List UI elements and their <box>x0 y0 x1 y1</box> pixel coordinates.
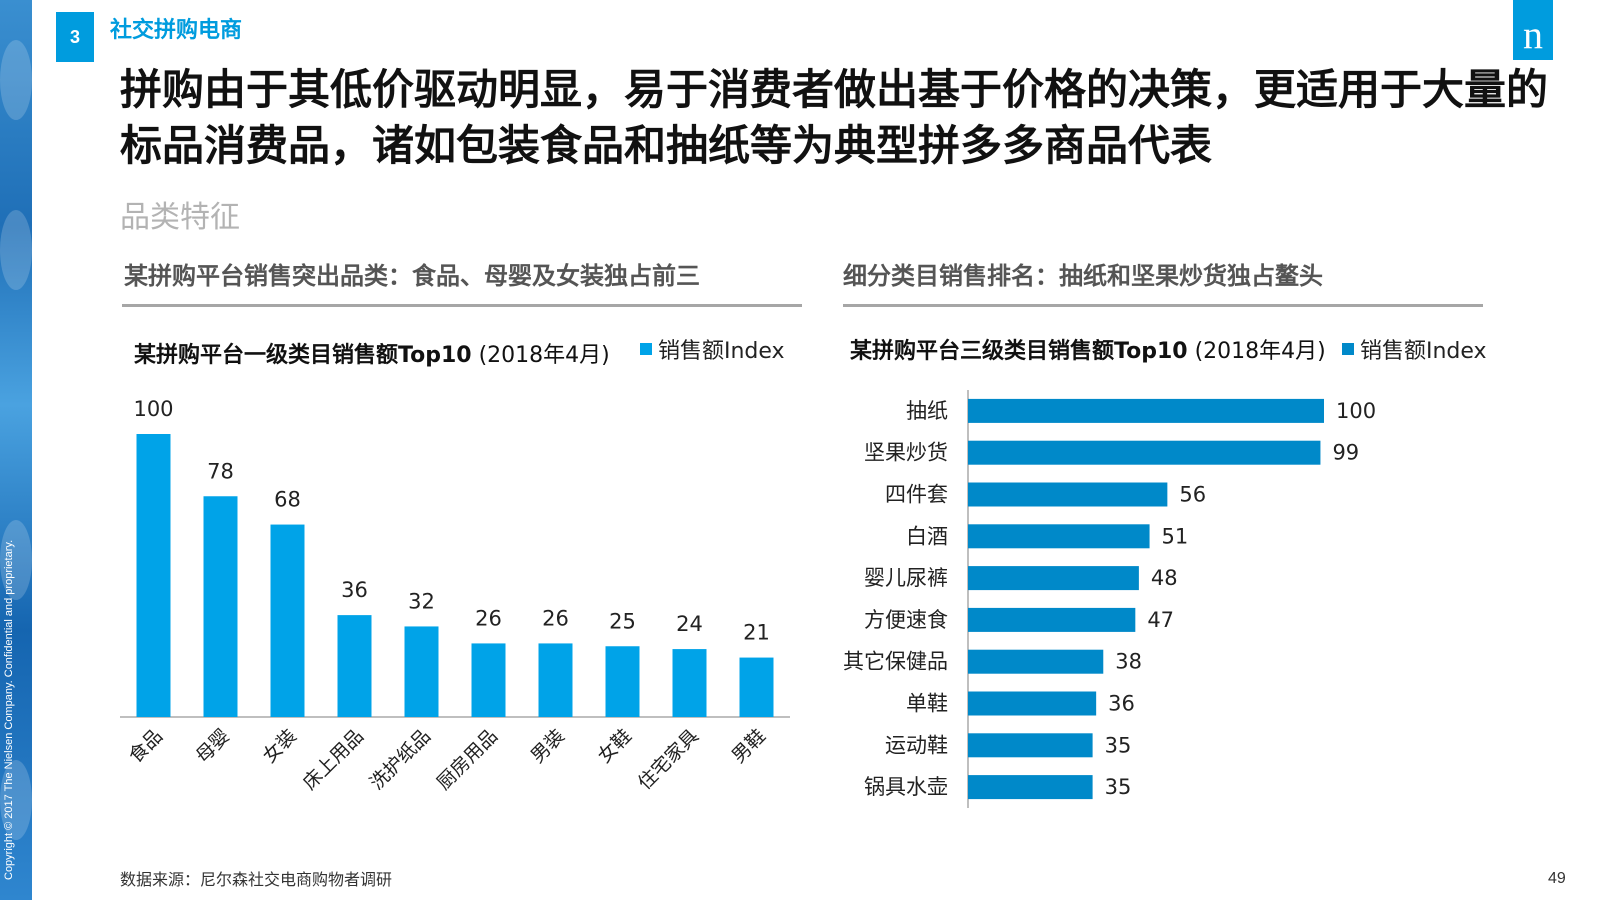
data-label: 36 <box>1108 692 1135 716</box>
data-label: 100 <box>133 397 173 421</box>
bar <box>739 657 774 717</box>
x-tick-label: 女装 <box>259 725 301 767</box>
bar <box>968 775 1093 800</box>
right-bar-chart: 100 抽纸 99 坚果炒货 56 四件套 51 白酒 48 婴儿尿裤 47 方便速食 38 其它保健品 3… <box>843 390 1376 808</box>
wave-decoration <box>0 40 32 120</box>
y-tick-label: 其它保健品 <box>843 650 948 674</box>
y-tick-label: 四件套 <box>885 483 948 507</box>
bar <box>968 524 1150 549</box>
data-label: 38 <box>1115 650 1142 674</box>
data-label: 68 <box>274 488 301 512</box>
copyright-text: Copyright © 2017 The Nielsen Company. Co… <box>3 539 15 880</box>
bar <box>968 649 1104 674</box>
x-tick-label: 母婴 <box>192 725 234 767</box>
data-label: 56 <box>1179 483 1206 507</box>
bar <box>968 733 1093 758</box>
data-label: 99 <box>1332 441 1359 465</box>
x-tick-label: 洗护纸品 <box>366 725 435 794</box>
y-tick-label: 白酒 <box>906 524 948 548</box>
y-tick-label: 方便速食 <box>864 608 948 632</box>
data-label: 78 <box>207 459 234 483</box>
data-label: 26 <box>475 606 502 630</box>
y-tick-label: 运动鞋 <box>885 733 948 757</box>
right-panel-divider <box>843 304 1483 307</box>
wave-decoration <box>0 760 32 840</box>
y-tick-label: 婴儿尿裤 <box>864 566 948 590</box>
left-chart-legend: 销售额Index <box>640 333 785 365</box>
data-source-note: 数据来源：尼尔森社交电商购物者调研 <box>120 870 393 889</box>
bar <box>968 691 1097 716</box>
bar <box>968 482 1168 507</box>
bar <box>136 434 171 717</box>
legend-swatch <box>1342 343 1354 355</box>
nielsen-logo: n <box>1513 0 1553 60</box>
section-number-badge: 3 <box>56 12 94 62</box>
data-label: 51 <box>1162 524 1189 548</box>
x-tick-label: 女鞋 <box>594 725 636 767</box>
left-panel-title: 某拼购平台销售突出品类：食品、母婴及女装独占前三 <box>124 262 700 290</box>
x-tick-label: 男装 <box>527 725 569 767</box>
y-tick-label: 坚果炒货 <box>864 441 948 465</box>
data-label: 100 <box>1336 399 1376 423</box>
bar <box>968 398 1324 423</box>
left-chart-title-bold: 某拼购平台一级类目销售额Top10 <box>134 343 472 368</box>
side-decoration-strip <box>0 0 32 900</box>
bar <box>968 607 1136 632</box>
bar <box>605 646 640 717</box>
wave-decoration <box>0 520 32 600</box>
x-tick-label: 住宅家具 <box>634 725 703 794</box>
page-headline: 拼购由于其低价驱动明显，易于消费者做出基于价格的决策，更适用于大量的标品消费品，… <box>120 65 1549 170</box>
left-chart-title-date: (2018年4月) <box>471 343 610 368</box>
left-panel-divider <box>122 304 802 307</box>
data-label: 35 <box>1105 733 1132 757</box>
data-label: 26 <box>542 606 569 630</box>
bar <box>968 440 1321 465</box>
data-label: 21 <box>743 621 770 645</box>
right-panel-title: 细分类目销售排名：抽纸和坚果炒货独占鳌头 <box>843 262 1323 290</box>
bar <box>471 643 506 717</box>
bar <box>538 643 573 717</box>
right-chart-title-bold: 某拼购平台三级类目销售额Top10 <box>850 339 1188 364</box>
y-tick-label: 单鞋 <box>906 692 948 716</box>
y-tick-label: 抽纸 <box>906 399 948 423</box>
right-chart-title: 某拼购平台三级类目销售额Top10 (2018年4月) <box>850 333 1326 365</box>
bar <box>203 496 238 717</box>
x-tick-label: 食品 <box>125 725 167 767</box>
data-label: 25 <box>609 609 636 633</box>
bar <box>337 615 372 717</box>
data-label: 47 <box>1147 608 1174 632</box>
wave-decoration <box>0 210 32 290</box>
left-chart-title: 某拼购平台一级类目销售额Top10 (2018年4月) <box>134 337 610 369</box>
bar <box>404 626 439 717</box>
x-tick-label: 厨房用品 <box>433 725 502 794</box>
data-label: 24 <box>676 612 703 636</box>
data-label: 35 <box>1105 775 1132 799</box>
bar <box>270 524 305 717</box>
left-legend-label: 销售额Index <box>658 339 785 364</box>
left-bar-chart: 100 食品 78 母婴 68 女装 36 床上用品 32 洗护纸品 26 厨房用品 26 男装 25 女鞋 2… <box>120 397 790 794</box>
bar <box>672 649 707 717</box>
page-number: 49 <box>1548 870 1566 887</box>
data-label: 48 <box>1151 566 1178 590</box>
section-title: 社交拼购电商 <box>110 18 243 43</box>
data-label: 36 <box>341 578 368 602</box>
right-legend-label: 销售额Index <box>1360 339 1487 364</box>
page-subhead: 品类特征 <box>120 200 240 235</box>
x-tick-label: 床上用品 <box>299 725 368 794</box>
data-label: 32 <box>408 589 435 613</box>
bar <box>968 566 1139 591</box>
right-chart-title-date: (2018年4月) <box>1187 339 1326 364</box>
legend-swatch <box>640 343 652 355</box>
y-tick-label: 锅具水壶 <box>864 775 948 799</box>
x-tick-label: 男鞋 <box>728 725 770 767</box>
right-chart-legend: 销售额Index <box>1342 333 1487 365</box>
